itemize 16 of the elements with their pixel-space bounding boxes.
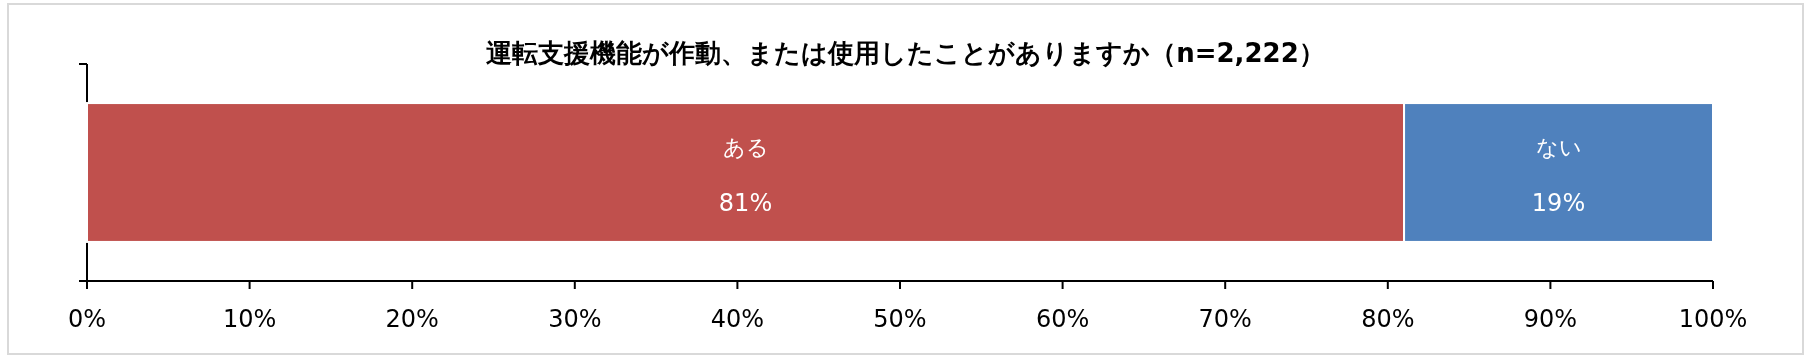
x-tick-label: 0% [67, 305, 107, 333]
series-label: ある [722, 134, 769, 160]
series-label: ない [1535, 134, 1582, 160]
x-tick-label: 80% [1361, 305, 1415, 333]
x-tick-label: 90% [1523, 305, 1578, 333]
x-tick-label: 100% [1678, 305, 1748, 333]
x-tick-label: 70% [1198, 305, 1252, 333]
x-tick-label: 20% [385, 305, 439, 333]
x-tick-label: 10% [222, 305, 277, 333]
data-label: 81% [718, 189, 773, 218]
data-label: 19% [1531, 189, 1586, 218]
x-tick-label: 30% [548, 305, 602, 333]
x-tick-label: 60% [1035, 305, 1090, 333]
chart-title: 運転支援機能が作動、または使用したことがありますか（n=2,222） [486, 38, 1325, 68]
x-tick-label: 50% [873, 305, 927, 333]
x-tick-label: 40% [710, 305, 765, 333]
